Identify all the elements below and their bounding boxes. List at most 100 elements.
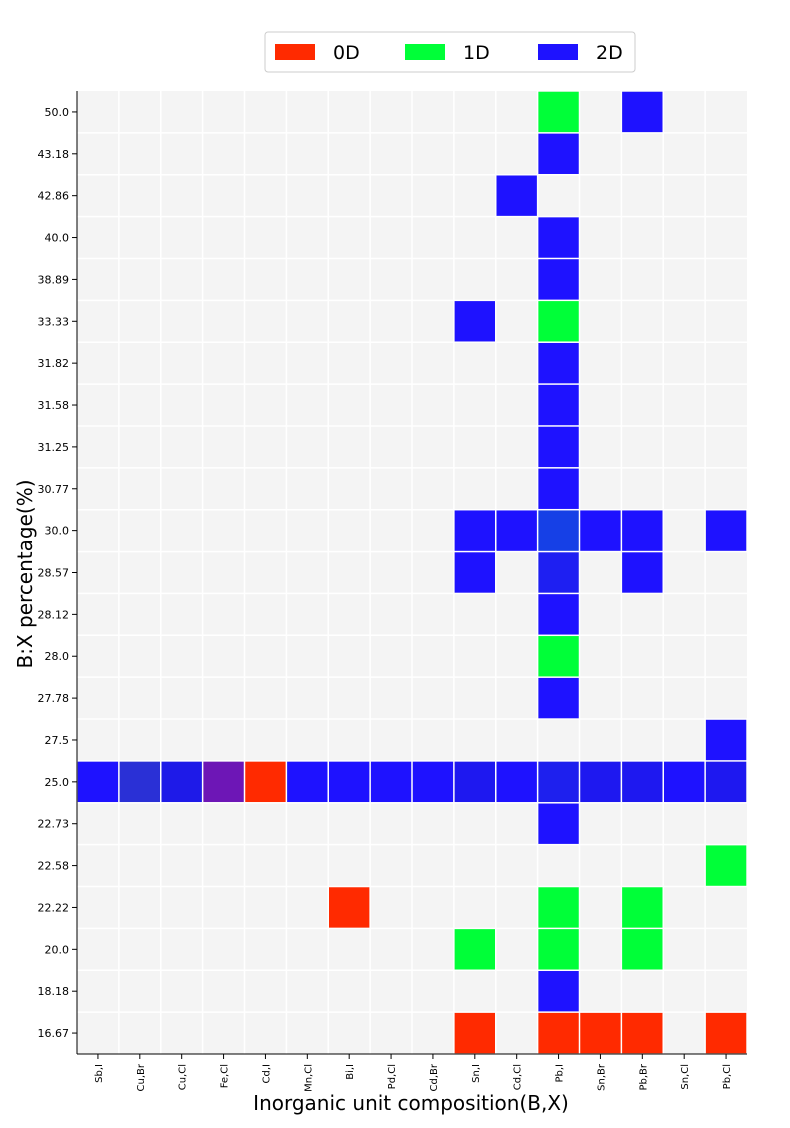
heatmap-cell (622, 929, 663, 970)
heatmap-cell (538, 468, 579, 509)
y-tick-label: 50.0 (45, 106, 70, 119)
x-tick-label: Pb,Br (638, 1063, 649, 1090)
x-tick-label: Sn,Br (596, 1063, 607, 1091)
heatmap-cell (287, 761, 328, 803)
heatmap-cell (496, 510, 537, 551)
heatmap-cell (329, 761, 370, 803)
heatmap-cell (454, 761, 495, 803)
y-tick-label: 38.89 (38, 273, 70, 286)
heatmap-cell (538, 259, 579, 300)
heatmap-cell (705, 761, 747, 803)
y-tick-label: 20.0 (45, 943, 70, 956)
x-tick-label: Fe,Cl (220, 1064, 231, 1088)
heatmap-cell (538, 301, 579, 342)
heatmap-cell (538, 594, 579, 635)
legend-frame (264, 31, 636, 73)
y-tick-label: 22.73 (38, 818, 70, 831)
heatmap-cell (622, 552, 663, 593)
x-tick-label: Sn,I (471, 1064, 482, 1083)
y-tick-label: 18.18 (38, 985, 70, 998)
heatmap-cell (705, 845, 747, 886)
x-tick-label: Pb,I (555, 1064, 566, 1083)
x-tick-label: Cu,Cl (178, 1064, 189, 1090)
y-tick-label: 42.86 (38, 190, 70, 203)
heatmap-cell (538, 677, 579, 719)
legend-swatch (538, 44, 578, 60)
y-tick-label: 28.12 (38, 608, 70, 621)
heatmap-cell (538, 342, 579, 384)
y-tick-label: 25.0 (45, 776, 70, 789)
x-tick-label: Pd,Cl (387, 1064, 398, 1089)
heatmap-cell (538, 803, 579, 844)
heatmap-cell (245, 761, 286, 803)
y-tick-label: 31.58 (38, 399, 70, 412)
heatmap-cell (622, 887, 663, 928)
plot-area: 50.0 43.18 42.86 40.0 38.89 33.33 31.82 31.58 31… (38, 91, 747, 1092)
heatmap-cell (496, 761, 537, 803)
heatmap-cell (538, 91, 579, 133)
heatmap-cell (580, 761, 621, 803)
x-tick-label: Cd,Cl (513, 1064, 524, 1090)
heatmap-cell (538, 929, 579, 970)
grid-lines (77, 91, 747, 1054)
cells (77, 91, 747, 1054)
heatmap-cell (454, 510, 495, 551)
heatmap-cell (454, 1012, 495, 1054)
y-tick-label: 33.33 (38, 315, 70, 328)
x-tick-label: Sb,I (94, 1064, 105, 1083)
legend-swatch (405, 44, 445, 60)
heatmap-cell (538, 384, 579, 426)
x-tick-label: Sn,Cl (680, 1064, 691, 1090)
heatmap-cell (77, 761, 119, 803)
y-tick-label: 31.82 (38, 357, 70, 370)
heatmap-cell (538, 426, 579, 468)
heatmap-cell (664, 761, 705, 803)
heatmap-cell (580, 1012, 621, 1054)
legend-label: 2D (596, 42, 623, 64)
heatmap-cell (622, 91, 663, 133)
y-tick-label: 27.5 (45, 734, 70, 747)
y-tick-label: 30.0 (45, 525, 70, 538)
y-ticks: 50.0 43.18 42.86 40.0 38.89 33.33 31.82 31.58 31… (38, 106, 77, 1040)
x-tick-label: Bi,I (345, 1064, 356, 1080)
heatmap-cell (412, 761, 454, 803)
heatmap-cell (538, 636, 579, 677)
heatmap-cell (538, 217, 579, 258)
legend-label: 0D (333, 42, 360, 64)
y-tick-label: 16.67 (38, 1027, 70, 1040)
heatmap-cell (622, 1012, 663, 1054)
heatmap-cell (454, 552, 495, 593)
legend: 0D 1D 2D (264, 31, 636, 73)
heatmap-cell (454, 301, 495, 342)
x-axis-label: Inorganic unit composition(B,X) (253, 1091, 569, 1115)
y-tick-label: 28.57 (38, 567, 70, 580)
heatmap-cell (454, 929, 495, 970)
heatmap-cell (161, 761, 202, 803)
y-axis-label: B:X percentage(%) (13, 480, 37, 669)
heatmap-cell (705, 510, 747, 551)
x-tick-label: Cd,I (261, 1064, 272, 1083)
y-tick-label: 28.0 (45, 650, 70, 663)
heatmap-cell (538, 887, 579, 928)
x-tick-label: Cu,Br (136, 1063, 147, 1091)
y-tick-label: 40.0 (45, 232, 70, 245)
x-tick-label: Mn,Cl (303, 1064, 314, 1092)
heatmap-cell (538, 971, 579, 1012)
heatmap-cell (203, 761, 244, 803)
heatmap-cell (580, 510, 621, 551)
heatmap-cell (705, 1012, 747, 1054)
y-tick-label: 43.18 (38, 148, 70, 161)
heatmap-cell (538, 761, 579, 803)
x-ticks: Sb,I Cu,Br Cu,Cl Fe,Cl Cd,I Mn,Cl Bi,I Pd,Cl Cd,… (94, 1054, 733, 1092)
heatmap-cell (705, 719, 747, 761)
y-tick-label: 22.22 (38, 901, 70, 914)
x-tick-label: Pb,Cl (722, 1064, 733, 1089)
y-tick-label: 31.25 (38, 441, 70, 454)
heatmap-cell (538, 1012, 579, 1054)
heatmap-cell (622, 510, 663, 551)
heatmap-cell (119, 761, 160, 803)
x-tick-label: Cd,Br (429, 1063, 440, 1091)
legend-swatch (275, 44, 315, 60)
y-tick-label: 22.58 (38, 860, 70, 873)
